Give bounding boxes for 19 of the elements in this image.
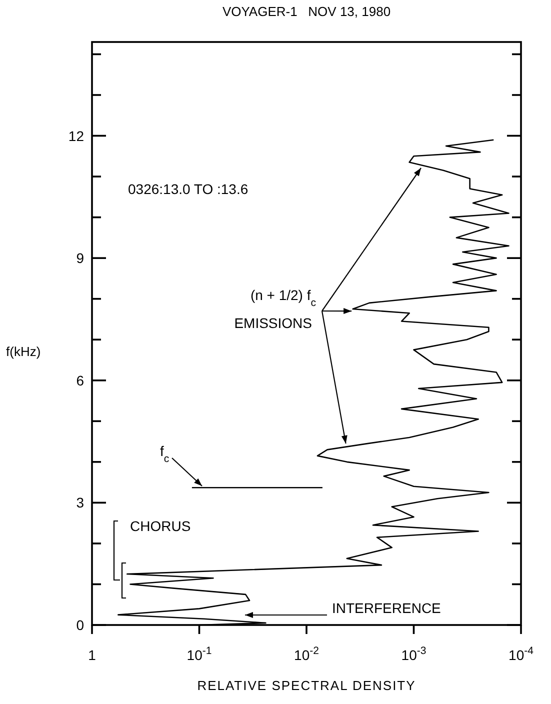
y-tick-label: 9 xyxy=(76,250,84,266)
y-tick-label: 12 xyxy=(68,128,84,144)
x-tick-label: 10$^{-2}$ xyxy=(294,645,320,663)
annotation: CHORUS xyxy=(130,518,191,534)
y-axis-title: f(kHz) xyxy=(6,344,41,359)
y-tick-label: 3 xyxy=(76,494,84,511)
annotation: f$_{c}$ xyxy=(160,443,170,465)
chart-title: VOYAGER-1 NOV 13, 1980 xyxy=(222,4,391,19)
annotation: EMISSIONS xyxy=(234,315,312,331)
x-tick-label: 10$^{-4}$ xyxy=(508,645,534,663)
y-tick-label: 6 xyxy=(76,372,84,388)
x-tick-label: 10$^{-3}$ xyxy=(401,645,426,663)
annotation: (n + 1/2) f$_{c}$ xyxy=(250,287,316,309)
annotation: 0326:13.0 TO :13.6 xyxy=(128,181,248,197)
x-axis-title: RELATIVE SPECTRAL DENSITY xyxy=(197,678,416,693)
x-tick-label: 10$^{-1}$ xyxy=(186,645,212,663)
x-tick-label: 1 xyxy=(88,647,96,663)
y-tick-label: 0 xyxy=(76,617,84,633)
annotation: INTERFERENCE xyxy=(332,600,441,616)
